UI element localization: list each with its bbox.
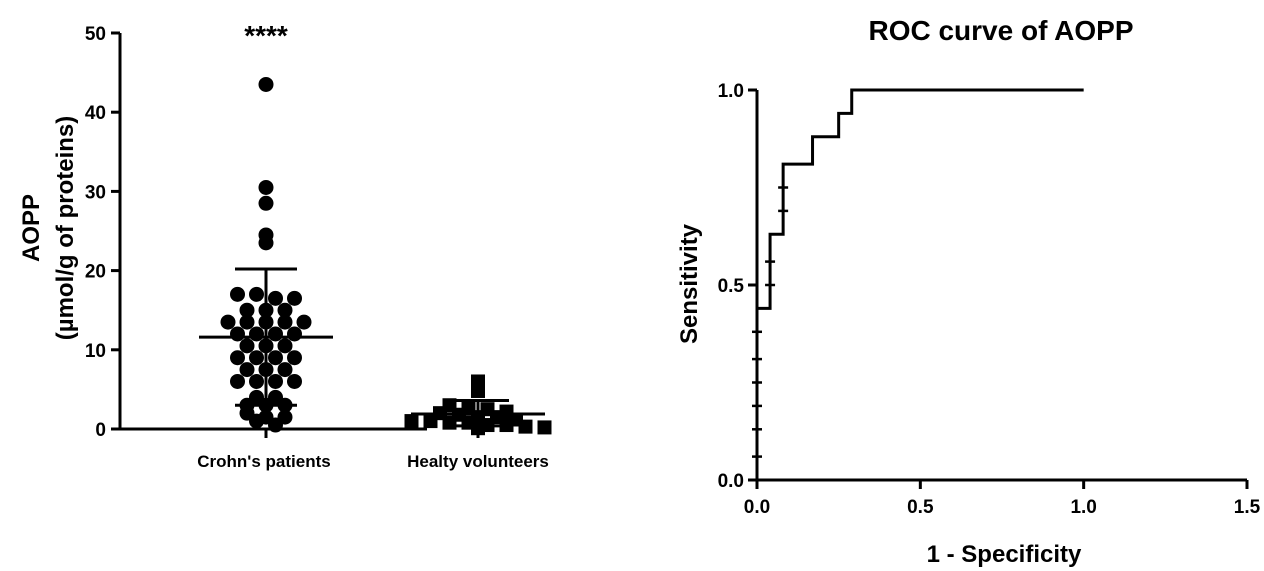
data-point-healthy <box>471 383 485 398</box>
data-point-crohns <box>249 326 264 342</box>
roc-curve-chart: ROC curve of AOPP 1 - Specificity Sensit… <box>676 15 1261 568</box>
data-point-crohns <box>296 314 312 330</box>
data-point-crohns <box>277 314 293 330</box>
roc-x-tick-label: 1.0 <box>1070 497 1096 518</box>
data-point-crohns <box>249 413 264 429</box>
category-label-healthy: Healty volunteers <box>407 452 549 471</box>
data-point-crohns <box>249 286 264 302</box>
data-point-crohns <box>268 373 283 389</box>
category-label-crohns: Crohn's patients <box>197 452 330 471</box>
data-point-crohns <box>277 338 293 354</box>
roc-y-tick-label: 0.5 <box>718 276 745 297</box>
y-tick-label: 10 <box>85 341 106 362</box>
roc-x-tick-label: 0.5 <box>907 497 934 518</box>
data-point-healthy <box>537 420 552 435</box>
roc-y-tick-label: 1.0 <box>718 81 744 102</box>
data-point-crohns <box>239 302 255 318</box>
data-point-healthy <box>442 415 457 430</box>
data-point-crohns <box>268 326 283 342</box>
data-point-crohns <box>258 235 274 251</box>
data-point-healthy <box>518 419 533 434</box>
data-point-crohns <box>287 290 302 306</box>
roc-y-tick-label: 0.0 <box>718 471 744 492</box>
data-point-crohns <box>230 326 245 342</box>
y-tick-label: 0 <box>95 420 106 441</box>
data-point-crohns <box>277 362 293 378</box>
data-point-crohns <box>258 76 274 92</box>
y-tick-label: 30 <box>85 182 106 203</box>
roc-x-axis-title: 1 - Specificity <box>927 541 1082 568</box>
data-point-crohns <box>287 373 302 389</box>
data-point-crohns <box>258 179 274 195</box>
y-axis-title-line1: AOPP <box>18 194 45 262</box>
data-point-crohns <box>230 373 245 389</box>
roc-curve-line <box>755 88 1084 480</box>
data-point-healthy <box>423 414 438 429</box>
data-point-crohns <box>287 326 302 342</box>
data-point-crohns <box>249 373 264 389</box>
scatter-dot-plot: **** AOPP (µmol/g of proteins) Crohn's p… <box>18 20 552 471</box>
data-point-crohns <box>268 350 283 366</box>
data-point-crohns <box>268 290 283 306</box>
roc-y-axis-title: Sensitivity <box>676 223 703 344</box>
significance-label: **** <box>244 20 288 51</box>
data-point-crohns <box>249 350 264 366</box>
data-point-crohns <box>230 350 245 366</box>
data-point-crohns <box>220 314 236 330</box>
roc-chart-title: ROC curve of AOPP <box>868 15 1133 46</box>
roc-x-tick-label: 1.5 <box>1234 497 1261 518</box>
data-point-crohns <box>230 286 245 302</box>
roc-x-tick-label: 0.0 <box>744 497 770 518</box>
y-tick-label: 50 <box>85 24 106 45</box>
data-point-healthy <box>404 414 419 429</box>
data-point-crohns <box>239 338 255 354</box>
data-point-crohns <box>258 195 274 211</box>
data-point-crohns <box>277 302 293 318</box>
y-tick-label: 40 <box>85 103 106 124</box>
data-point-crohns <box>239 314 255 330</box>
data-point-crohns <box>239 362 255 378</box>
data-point-crohns <box>287 350 302 366</box>
y-axis-title-line2: (µmol/g of proteins) <box>52 116 79 340</box>
y-tick-label: 20 <box>85 262 106 283</box>
data-point-crohns <box>268 417 283 433</box>
